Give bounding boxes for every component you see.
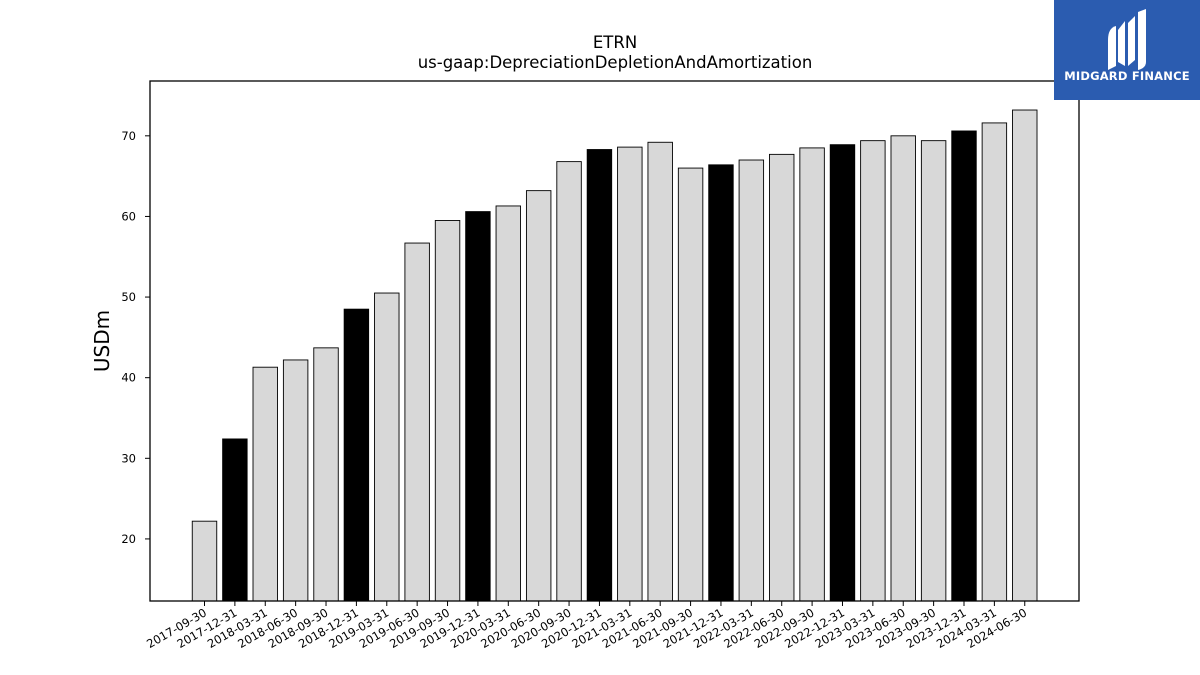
- chart-title: ETRN: [593, 33, 637, 52]
- x-ticks-group: 2017-09-302017-12-312018-03-312018-06-30…: [144, 601, 1029, 651]
- bar-2022-09-30: [799, 147, 825, 602]
- y-tick-label: 30: [121, 451, 136, 465]
- bar-2023-12-31: [951, 130, 977, 602]
- bar-2023-06-30: [890, 135, 916, 602]
- bar-2020-03-31: [495, 205, 521, 602]
- midgard-logo-icon: [1108, 9, 1146, 70]
- bar-2021-03-31: [617, 146, 643, 602]
- plot-frame: [149, 80, 1080, 602]
- bar-2017-12-31: [222, 438, 248, 602]
- bar-2021-12-31: [708, 164, 734, 602]
- bar-2019-09-30: [434, 220, 461, 602]
- brand-logo: MIDGARD FINANCE: [1054, 0, 1200, 100]
- bar-2022-03-31: [738, 159, 765, 602]
- bars-group: [191, 109, 1038, 602]
- y-tick-label: 70: [121, 129, 136, 143]
- bar-2024-06-30: [1012, 109, 1038, 602]
- logo-text: MIDGARD FINANCE: [1064, 69, 1190, 83]
- bar-2019-06-30: [404, 242, 430, 602]
- bar-2024-03-31: [981, 122, 1008, 602]
- bar-2017-09-30: [191, 520, 218, 602]
- y-tick-label: 50: [121, 290, 136, 304]
- bar-2020-09-30: [556, 161, 582, 602]
- bar-2021-06-30: [647, 141, 673, 602]
- y-axis-label: USDm: [90, 310, 114, 372]
- bar-2020-12-31: [586, 149, 613, 602]
- y-tick-label: 40: [121, 371, 136, 385]
- bar-2023-09-30: [920, 140, 947, 602]
- bar-2021-09-30: [677, 167, 704, 602]
- bar-2018-03-31: [252, 366, 278, 602]
- y-ticks-group: 20 30 40 50 60 70: [121, 129, 150, 546]
- bar-2023-03-31: [860, 140, 886, 602]
- bar-2019-12-31: [465, 211, 491, 602]
- y-tick-label: 60: [121, 209, 136, 223]
- bar-2022-06-30: [769, 153, 795, 602]
- bar-2018-12-31: [343, 308, 370, 602]
- bar-2018-09-30: [313, 347, 339, 602]
- bar-2020-06-30: [525, 190, 552, 602]
- chart-subtitle: us-gaap:DepreciationDepletionAndAmortiza…: [418, 53, 813, 72]
- bar-2022-12-31: [829, 144, 856, 602]
- y-tick-label: 20: [121, 532, 136, 546]
- bar-2018-06-30: [282, 359, 309, 602]
- bar-2019-03-31: [374, 292, 400, 602]
